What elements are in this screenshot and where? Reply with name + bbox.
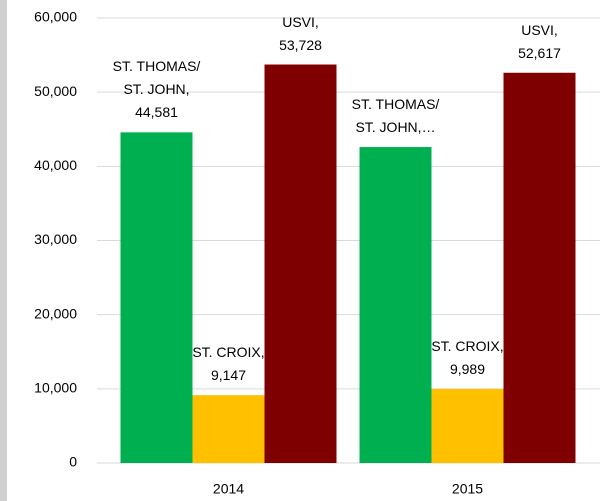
data-label-value: 44,581	[135, 104, 178, 121]
x-tick-label: 2014	[213, 481, 244, 497]
data-label-value: …	[421, 119, 436, 136]
y-tick-label: 10,000	[34, 380, 77, 396]
y-tick-label: 30,000	[34, 231, 77, 247]
bar	[359, 147, 432, 464]
data-label-value: 9,147	[210, 367, 247, 384]
data-label: ST. CROIX, 9,147	[174, 341, 284, 387]
data-label-name: USVI,	[521, 21, 558, 38]
data-label: ST. CROIX, 9,989	[413, 335, 523, 381]
y-tick-label: 20,000	[34, 305, 77, 321]
data-label: ST. THOMAS/ ST. JOHN, 44,581	[109, 55, 205, 124]
data-label-value: 53,728	[279, 36, 322, 53]
bar	[503, 72, 576, 463]
x-tick-label: 2015	[452, 481, 483, 497]
y-tick-label: 0	[69, 454, 77, 470]
data-label: ST. THOMAS/ ST. JOHN,…	[348, 93, 444, 139]
y-tick-label: 40,000	[34, 157, 77, 173]
data-label-name: USVI,	[282, 13, 319, 30]
y-tick-label: 50,000	[34, 83, 77, 99]
data-label-name: ST. THOMAS/ ST. JOHN,	[351, 96, 440, 136]
y-tick-label: 60,000	[34, 9, 77, 25]
bar	[431, 388, 504, 463]
data-label-name: ST. CROIX,	[192, 344, 265, 361]
bar	[120, 132, 193, 463]
data-label-value: 52,617	[518, 44, 561, 61]
data-label-value: 9,989	[449, 360, 486, 377]
data-label-name: ST. THOMAS/ ST. JOHN,	[112, 58, 201, 98]
left-border	[0, 0, 7, 501]
data-label: USVI, 52,617	[485, 19, 595, 65]
bar	[264, 64, 337, 463]
data-label-name: ST. CROIX,	[431, 337, 504, 354]
data-label: USVI, 53,728	[246, 11, 356, 57]
bar	[192, 395, 265, 463]
